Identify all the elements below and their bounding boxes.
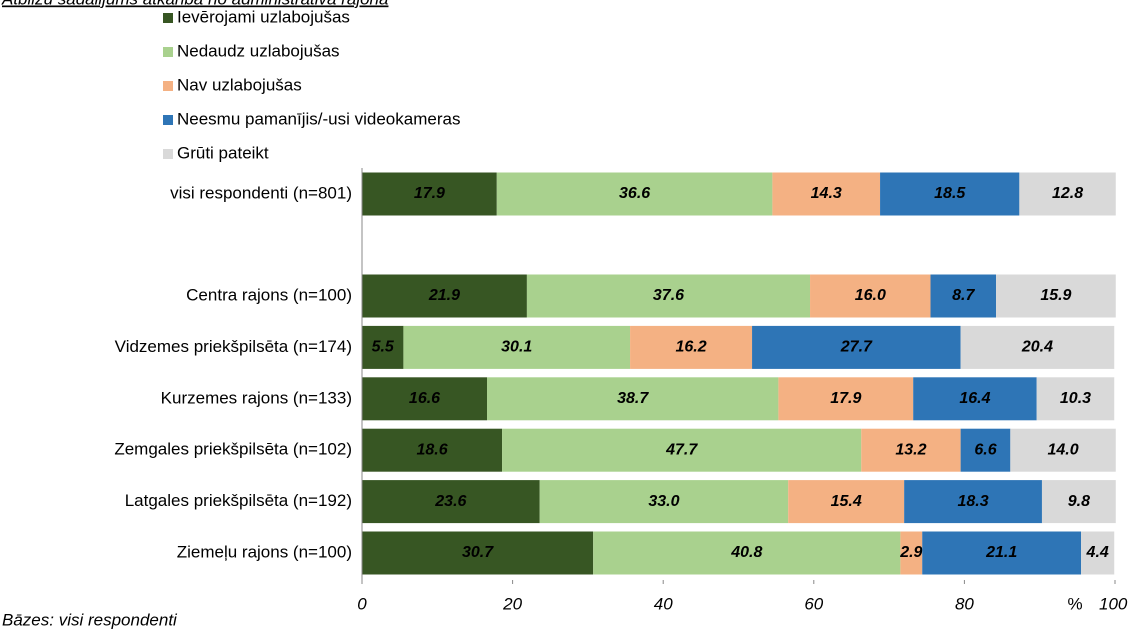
bar-segment bbox=[362, 274, 527, 318]
data-label: 18.3 bbox=[957, 493, 988, 510]
data-label: 14.3 bbox=[811, 185, 842, 202]
data-label: 18.6 bbox=[416, 441, 447, 458]
bar-segment bbox=[960, 428, 1011, 472]
legend-label: Grūti pateikt bbox=[177, 143, 269, 162]
data-label: 8.7 bbox=[952, 287, 975, 304]
x-tick-label: 20 bbox=[502, 594, 522, 613]
data-label: 5.5 bbox=[372, 339, 395, 356]
legend-swatch bbox=[163, 149, 173, 159]
data-label: 6.6 bbox=[974, 441, 996, 458]
bar-segment bbox=[1019, 172, 1116, 216]
data-label: 30.1 bbox=[501, 339, 532, 356]
bar-segment bbox=[1041, 480, 1116, 524]
x-tick-label: 80 bbox=[955, 594, 974, 613]
bar-segment bbox=[539, 480, 789, 524]
data-label: 15.9 bbox=[1040, 287, 1071, 304]
bar-segment bbox=[922, 531, 1082, 575]
bar-segment bbox=[496, 172, 773, 216]
data-label: 9.8 bbox=[1068, 493, 1090, 510]
bar-segment bbox=[960, 325, 1115, 369]
legend-label: Neesmu pamanījis/-usi videokameras bbox=[177, 109, 460, 128]
x-axis-label: % bbox=[1067, 594, 1082, 613]
data-label: 38.7 bbox=[617, 390, 649, 407]
legend-label: Nav uzlabojušas bbox=[177, 75, 302, 94]
legend-swatch bbox=[163, 13, 173, 23]
bar-segment bbox=[772, 172, 881, 216]
bar-segment bbox=[1081, 531, 1115, 575]
data-label: 16.4 bbox=[959, 390, 990, 407]
x-tick-label: 100 bbox=[1099, 594, 1128, 613]
data-label: 17.9 bbox=[830, 390, 861, 407]
data-label: 10.3 bbox=[1060, 390, 1091, 407]
data-label: 21.1 bbox=[985, 544, 1017, 561]
data-label: 16.6 bbox=[409, 390, 440, 407]
legend-label: Nedaudz uzlabojušas bbox=[177, 41, 340, 60]
bar-segment bbox=[810, 274, 931, 318]
bar-segment bbox=[900, 531, 923, 575]
data-label: 33.0 bbox=[648, 493, 679, 510]
data-label: 30.7 bbox=[462, 544, 494, 561]
y-tick-label: Latgales priekšpilsēta (n=192) bbox=[125, 491, 352, 510]
data-label: 17.9 bbox=[414, 185, 445, 202]
bar-segment bbox=[1010, 428, 1116, 472]
data-label: 40.8 bbox=[730, 544, 762, 561]
data-label: 16.2 bbox=[675, 339, 706, 356]
data-label: 36.6 bbox=[619, 185, 650, 202]
bar-segment bbox=[778, 377, 914, 421]
bar-segment bbox=[630, 325, 753, 369]
data-label: 2.9 bbox=[899, 544, 922, 561]
bar-segment bbox=[593, 531, 901, 575]
bar-segment bbox=[362, 428, 503, 472]
data-label: 37.6 bbox=[653, 287, 684, 304]
data-label: 47.7 bbox=[665, 441, 698, 458]
bar-segment bbox=[362, 172, 497, 216]
data-label: 23.6 bbox=[434, 493, 466, 510]
y-tick-label: Vidzemes priekšpilsēta (n=174) bbox=[115, 337, 352, 356]
data-label: 12.8 bbox=[1052, 185, 1083, 202]
legend-swatch bbox=[163, 47, 173, 57]
bar-segment bbox=[904, 480, 1042, 524]
bar-segment bbox=[403, 325, 631, 369]
data-label: 4.4 bbox=[1086, 544, 1109, 561]
bar-segment bbox=[526, 274, 811, 318]
y-tick-label: Centra rajons (n=100) bbox=[186, 285, 352, 304]
x-tick-label: 0 bbox=[357, 594, 367, 613]
legend-label: Ievērojami uzlabojušas bbox=[177, 7, 350, 26]
data-label: 16.0 bbox=[855, 287, 886, 304]
data-label: 14.0 bbox=[1047, 441, 1078, 458]
bar-segment bbox=[913, 377, 1037, 421]
y-tick-label: visi respondenti (n=801) bbox=[170, 183, 352, 202]
chart-title: Atbilžu sadalījums atkarībā no administr… bbox=[1, 0, 388, 8]
data-label: 15.4 bbox=[831, 493, 862, 510]
legend-swatch bbox=[163, 115, 173, 125]
data-label: 20.4 bbox=[1021, 339, 1053, 356]
x-tick-label: 40 bbox=[654, 594, 673, 613]
bar-segment bbox=[880, 172, 1020, 216]
bar-segment bbox=[502, 428, 862, 472]
legend-swatch bbox=[163, 81, 173, 91]
bar-segment bbox=[362, 377, 487, 421]
y-tick-label: Zemgales priekšpilsēta (n=102) bbox=[114, 440, 352, 459]
bar-segment bbox=[362, 480, 540, 524]
data-label: 21.9 bbox=[428, 287, 460, 304]
x-tick-label: 60 bbox=[804, 594, 823, 613]
bar-segment bbox=[788, 480, 905, 524]
bar-segment bbox=[861, 428, 961, 472]
y-tick-label: Ziemeļu rajons (n=100) bbox=[177, 542, 352, 561]
data-label: 27.7 bbox=[840, 339, 873, 356]
data-label: 18.5 bbox=[934, 185, 966, 202]
data-label: 13.2 bbox=[895, 441, 926, 458]
y-tick-label: Kurzemes rajons (n=133) bbox=[161, 388, 352, 407]
bar-segment bbox=[362, 531, 594, 575]
bar-segment bbox=[930, 274, 997, 318]
footnote: Bāzes: visi respondenti bbox=[2, 610, 178, 629]
bar-segment bbox=[1036, 377, 1115, 421]
bar-segment bbox=[996, 274, 1116, 318]
bar-segment bbox=[486, 377, 779, 421]
bar-segment bbox=[362, 325, 404, 369]
bar-segment bbox=[752, 325, 961, 369]
